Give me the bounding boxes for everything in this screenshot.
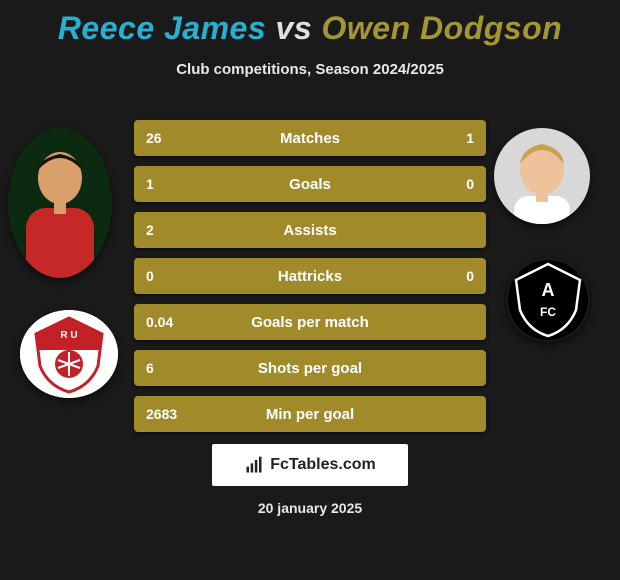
stat-label: Goals <box>134 166 486 202</box>
player2-name: Owen Dodgson <box>322 10 563 46</box>
stat-right-value: 0 <box>466 258 474 294</box>
stat-row: 6Shots per goal <box>134 350 486 386</box>
date-text: 20 january 2025 <box>0 500 620 516</box>
stat-label: Matches <box>134 120 486 156</box>
stat-row: 1Goals0 <box>134 166 486 202</box>
brand-text: FcTables.com <box>270 456 376 474</box>
svg-text:R U: R U <box>60 330 77 341</box>
stat-row: 0Hattricks0 <box>134 258 486 294</box>
club2-crest: A FC <box>506 258 590 342</box>
stat-right-value: 0 <box>466 166 474 202</box>
stat-label: Hattricks <box>134 258 486 294</box>
chart-icon <box>244 455 264 475</box>
stat-label: Goals per match <box>134 304 486 340</box>
club1-crest: R U <box>20 310 118 398</box>
stat-row: 2Assists <box>134 212 486 248</box>
stat-label: Assists <box>134 212 486 248</box>
stat-row: 0.04Goals per match <box>134 304 486 340</box>
stat-label: Min per goal <box>134 396 486 432</box>
vs-separator: vs <box>276 10 313 46</box>
stat-label: Shots per goal <box>134 350 486 386</box>
stats-table: 26Matches11Goals02Assists0Hattricks00.04… <box>134 120 486 442</box>
player2-avatar <box>494 128 590 224</box>
comparison-title: Reece James vs Owen Dodgson <box>0 0 620 47</box>
svg-text:A: A <box>542 280 555 300</box>
brand-watermark: FcTables.com <box>212 444 408 486</box>
player1-avatar <box>8 128 112 278</box>
stat-row: 26Matches1 <box>134 120 486 156</box>
stat-row: 2683Min per goal <box>134 396 486 432</box>
subtitle: Club competitions, Season 2024/2025 <box>0 61 620 78</box>
svg-text:FC: FC <box>540 305 556 319</box>
stat-right-value: 1 <box>466 120 474 156</box>
player1-name: Reece James <box>58 10 266 46</box>
